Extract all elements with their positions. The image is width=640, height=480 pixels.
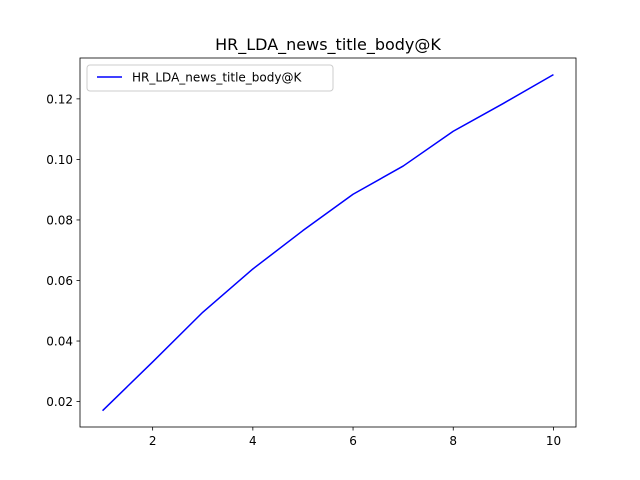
- y-tick-label: 0.02: [46, 395, 73, 409]
- x-tick-label: 4: [249, 434, 257, 448]
- axes-frame: [79, 57, 577, 428]
- x-tick-label: 10: [546, 434, 561, 448]
- x-tick-label: 2: [149, 434, 157, 448]
- legend-box: [86, 64, 334, 92]
- x-tick-label: 6: [349, 434, 357, 448]
- y-axis: 0.02 0.04 0.06 0.08 0.10 0.12: [46, 92, 80, 409]
- plot-area: 2 4 6 8 10 0.02 0.04 0.06 0.08 0.10 0.12: [46, 57, 577, 448]
- y-tick-label: 0.10: [46, 153, 73, 167]
- series-layer: [102, 73, 554, 412]
- y-tick-label: 0.12: [46, 92, 73, 106]
- chart-title: HR_LDA_news_title_body@K: [215, 35, 441, 55]
- y-tick-label: 0.04: [46, 335, 73, 349]
- legend: HR_LDA_news_title_body@K: [86, 64, 334, 92]
- x-axis: 2 4 6 8 10: [149, 427, 561, 448]
- series-line: [102, 73, 554, 412]
- y-tick-label: 0.06: [46, 274, 73, 288]
- x-tick-label: 8: [449, 434, 457, 448]
- legend-label: HR_LDA_news_title_body@K: [132, 71, 302, 85]
- y-tick-label: 0.08: [46, 213, 73, 227]
